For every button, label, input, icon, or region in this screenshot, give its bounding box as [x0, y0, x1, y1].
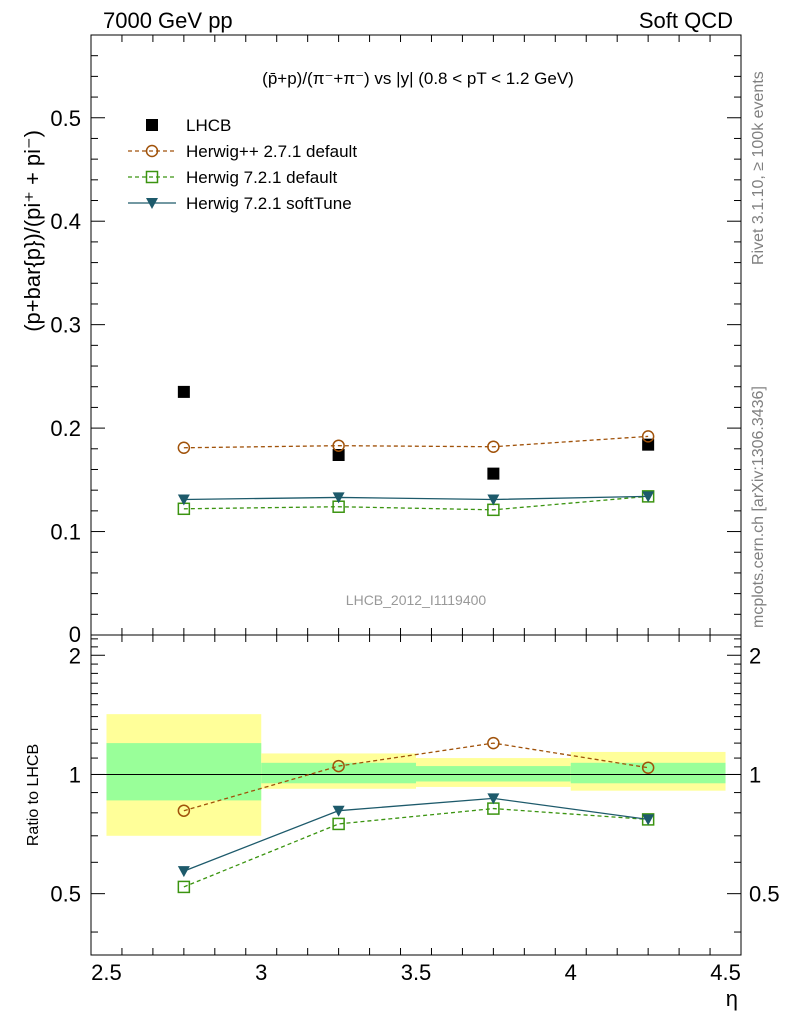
ratio-y-tick-label: 2 [69, 643, 81, 668]
ratio-panel: 2.5 3 3.5 4 4.5η 0.5 0.5 1 1 2 2 Ratio to LHCB [25, 634, 780, 1011]
main-data-point [332, 439, 345, 452]
x-tick-label: 2.5 [91, 960, 122, 985]
ratio-data-point [177, 880, 191, 894]
ratio-series-line [183, 797, 649, 872]
ratio-data-point [642, 814, 655, 826]
ratio-data-point [332, 805, 345, 817]
y-tick-label: 0.5 [50, 106, 81, 131]
ratio-data-point [487, 736, 500, 750]
ratio-series-line [183, 742, 649, 812]
y-tick-label-zero: 0 [69, 622, 81, 647]
ratio-data-point [332, 759, 345, 773]
legend-label: Herwig++ 2.7.1 default [186, 142, 357, 161]
ratio-data-point [332, 817, 345, 831]
ratio-band-inner [261, 762, 416, 784]
main-data-point [177, 385, 190, 398]
ratio-band-inner [106, 743, 262, 801]
legend-label: Herwig 7.2.1 softTune [186, 194, 352, 213]
ratio-y-tick-label-right: 1 [749, 762, 761, 787]
main-series-line [183, 435, 649, 449]
main-data-point [332, 492, 345, 504]
legend-label: Herwig 7.2.1 default [186, 168, 337, 187]
ratio-y-tick-label-right: 2 [749, 643, 761, 668]
main-data-point [641, 430, 655, 443]
main-data-point [177, 441, 191, 455]
y-tick-label: 0.1 [50, 520, 81, 545]
legend-marker [146, 119, 158, 131]
main-data-point [642, 491, 655, 503]
ratio-y-tick-label: 0.5 [50, 882, 81, 907]
y-tick-label: 0.3 [50, 313, 81, 338]
x-tick-label: 4 [565, 960, 577, 985]
main-data-point [487, 494, 500, 506]
legend-marker [145, 144, 159, 158]
main-data-point [487, 440, 500, 453]
ratio-band-inner [416, 766, 571, 782]
x-tick-label: 3 [255, 960, 267, 985]
main-data-point [332, 449, 345, 461]
ratio-y-axis-label: Ratio to LHCB [25, 744, 42, 846]
main-series-line [183, 495, 649, 501]
ratio-data-point [641, 761, 655, 774]
ratio-y-tick-label: 1 [69, 762, 81, 787]
ratio-data-point [487, 793, 500, 805]
ratio-y-tick-label-right: 0.5 [749, 882, 780, 907]
x-tick-label: 3.5 [401, 960, 432, 985]
ratio-data-point [177, 866, 190, 878]
rivet-label: Rivet 3.1.10, ≥ 100k events [750, 71, 767, 265]
legend-marker [145, 170, 159, 184]
legend-label: LHCB [186, 116, 231, 135]
y-axis-label: (p+bar{p})/(pi⁺ + pi⁻) [20, 130, 45, 332]
y-tick-label: 0.2 [50, 416, 81, 441]
main-data-point [487, 467, 500, 480]
analysis-watermark: LHCB_2012_I1119400 [346, 592, 487, 608]
y-tick-label: 0.4 [50, 209, 81, 234]
ratio-series-line [183, 807, 649, 888]
x-axis-label: η [726, 986, 738, 1011]
ratio-data-point [177, 804, 191, 817]
plot-title: (p̄+p)/(π⁻+π⁻) vs |y| (0.8 < pT < 1.2 Ge… [262, 69, 574, 88]
header-left: 7000 GeV pp [103, 8, 233, 33]
legend-marker [146, 198, 158, 209]
mcplots-label: mcplots.cern.ch [arXiv:1306.3436] [750, 386, 767, 628]
main-data-point [177, 494, 190, 506]
x-tick-label: 4.5 [710, 960, 741, 985]
main-panel: 0.1 0.2 0.3 0.4 0.5 0 (p+bar{p})/(pi⁺ + pi⁻) (p… [20, 34, 742, 647]
header-right: Soft QCD [639, 8, 733, 33]
main-series-line [183, 495, 649, 511]
ratio-frame [90, 634, 742, 956]
